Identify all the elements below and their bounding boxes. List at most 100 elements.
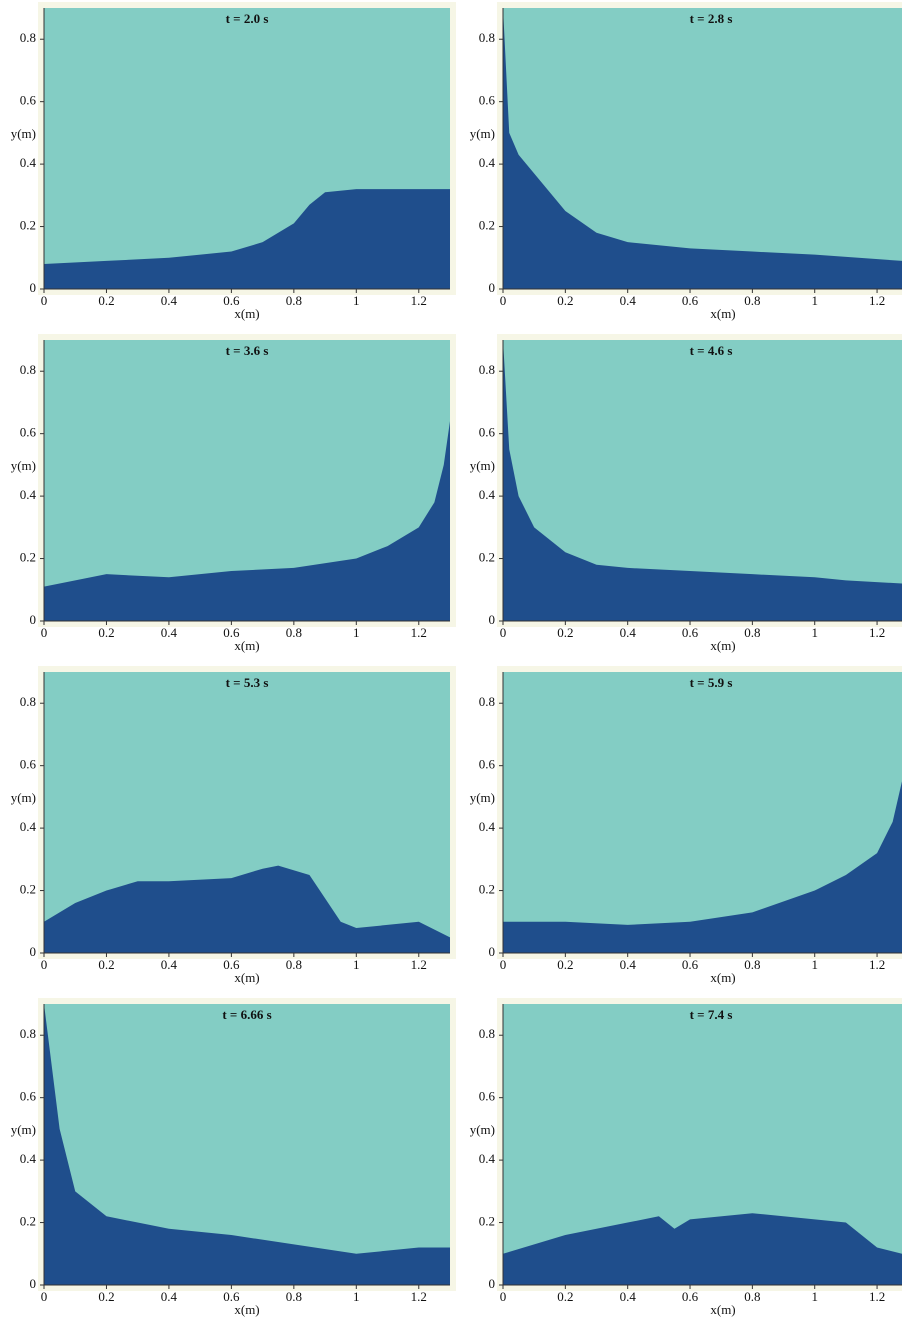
x-tick-label: 0.6 [682, 625, 699, 640]
y-tick-label: 0.6 [479, 425, 496, 440]
x-axis-label: x(m) [710, 970, 735, 985]
x-tick-label: 0.8 [286, 957, 302, 972]
x-tick-label: 0 [500, 957, 507, 972]
panel-title: t = 7.4 s [690, 1007, 733, 1022]
y-tick-label: 0.4 [479, 155, 496, 170]
y-tick-label: 0.8 [479, 362, 495, 377]
x-axis-label: x(m) [234, 970, 259, 985]
x-tick-label: 0.4 [620, 1289, 637, 1304]
x-axis-label: x(m) [710, 1302, 735, 1317]
x-tick-label: 0.4 [161, 957, 178, 972]
x-tick-label: 0 [41, 625, 48, 640]
water-area [44, 865, 450, 953]
y-tick-label: 0.6 [20, 93, 37, 108]
x-axis-label: x(m) [710, 638, 735, 653]
y-tick-label: 0.2 [479, 550, 495, 565]
y-tick-label: 0.8 [20, 362, 36, 377]
x-tick-label: 0.4 [620, 957, 637, 972]
y-tick-label: 0.8 [479, 694, 495, 709]
x-tick-label: 0.6 [682, 293, 699, 308]
y-tick-label: 0.6 [479, 1089, 496, 1104]
x-tick-label: 0.2 [557, 293, 573, 308]
water-area [503, 8, 902, 289]
x-tick-label: 0 [500, 625, 507, 640]
panel-title: t = 5.3 s [226, 675, 269, 690]
y-tick-label: 0.2 [479, 218, 495, 233]
y-axis-label: y(m) [11, 1122, 36, 1137]
y-axis-label: y(m) [11, 126, 36, 141]
x-tick-label: 0.4 [161, 293, 178, 308]
x-tick-label: 0.6 [223, 293, 240, 308]
y-axis-label: y(m) [11, 790, 36, 805]
x-tick-label: 0.8 [744, 625, 760, 640]
x-tick-label: 0.4 [620, 625, 637, 640]
y-tick-label: 0 [30, 280, 37, 295]
water-area [503, 340, 902, 621]
y-tick-label: 0 [30, 612, 37, 627]
y-tick-label: 0.8 [479, 1026, 495, 1041]
x-tick-label: 0.6 [682, 957, 699, 972]
x-tick-label: 0.2 [98, 1289, 114, 1304]
x-tick-label: 0.6 [223, 1289, 240, 1304]
y-tick-label: 0 [489, 944, 496, 959]
x-tick-label: 0.8 [286, 625, 302, 640]
y-tick-label: 0.4 [479, 1151, 496, 1166]
y-tick-label: 0 [489, 280, 496, 295]
x-tick-label: 1.2 [869, 1289, 885, 1304]
panel-title: t = 5.9 s [690, 675, 733, 690]
x-tick-label: 1 [811, 293, 818, 308]
x-tick-label: 0.4 [161, 625, 178, 640]
panel-title: t = 4.6 s [690, 343, 733, 358]
y-axis-label: y(m) [470, 126, 495, 141]
y-tick-label: 0.6 [479, 93, 496, 108]
x-tick-label: 0.6 [223, 957, 240, 972]
panel-title: t = 3.6 s [226, 343, 269, 358]
y-axis-label: y(m) [470, 1122, 495, 1137]
x-tick-label: 0.2 [557, 957, 573, 972]
y-tick-label: 0.6 [20, 425, 37, 440]
x-tick-label: 0.8 [286, 293, 302, 308]
x-tick-label: 1.2 [411, 957, 427, 972]
y-tick-label: 0.2 [20, 1214, 36, 1229]
y-tick-label: 0.2 [20, 218, 36, 233]
y-tick-label: 0 [489, 1276, 496, 1291]
y-tick-label: 0 [489, 612, 496, 627]
x-tick-label: 0.2 [98, 625, 114, 640]
y-tick-label: 0 [30, 1276, 37, 1291]
x-tick-label: 1 [353, 293, 360, 308]
y-tick-label: 0.8 [20, 694, 36, 709]
panel-title: t = 2.0 s [226, 11, 269, 26]
x-tick-label: 1.2 [869, 957, 885, 972]
x-tick-label: 0 [41, 957, 48, 972]
y-tick-label: 0.6 [479, 757, 496, 772]
y-tick-label: 0.6 [20, 757, 37, 772]
x-tick-label: 0.8 [744, 293, 760, 308]
panel-title: t = 2.8 s [690, 11, 733, 26]
x-tick-label: 0.8 [744, 957, 760, 972]
x-tick-label: 0.2 [557, 625, 573, 640]
y-tick-label: 0.2 [20, 882, 36, 897]
water-area [44, 1004, 450, 1285]
y-tick-label: 0.4 [20, 487, 37, 502]
x-axis-label: x(m) [234, 1302, 259, 1317]
water-area [503, 1213, 902, 1285]
x-tick-label: 0.6 [682, 1289, 699, 1304]
x-tick-label: 1 [811, 957, 818, 972]
y-axis-label: y(m) [470, 790, 495, 805]
x-tick-label: 0 [41, 1289, 48, 1304]
x-tick-label: 0.8 [744, 1289, 760, 1304]
y-tick-label: 0.8 [479, 30, 495, 45]
y-axis-label: y(m) [11, 458, 36, 473]
y-tick-label: 0.4 [20, 1151, 37, 1166]
x-tick-label: 1 [811, 1289, 818, 1304]
x-tick-label: 0.4 [620, 293, 637, 308]
x-axis-label: x(m) [710, 306, 735, 321]
y-tick-label: 0.4 [479, 487, 496, 502]
x-tick-label: 0.6 [223, 625, 240, 640]
x-tick-label: 0.2 [98, 293, 114, 308]
x-tick-label: 1 [353, 957, 360, 972]
y-tick-label: 0.4 [479, 819, 496, 834]
x-tick-label: 0 [500, 293, 507, 308]
x-tick-label: 1 [353, 1289, 360, 1304]
